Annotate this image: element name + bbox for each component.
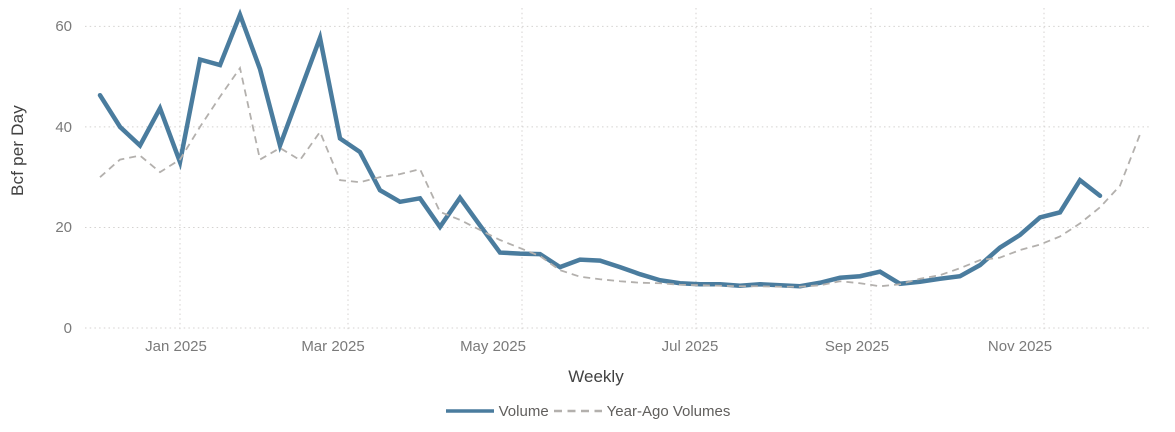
x-tick-label: May 2025 [460, 338, 526, 355]
y-axis-title: Bcf per Day [8, 104, 27, 196]
x-tick-label: Nov 2025 [987, 338, 1053, 355]
year-ago-legend-swatch [553, 409, 602, 413]
volume-line[interactable] [97, 8, 1103, 289]
x-tick-label: Sep 2025 [824, 338, 890, 355]
year-ago-line[interactable] [99, 65, 1141, 288]
legend-label: Year-Ago Volumes [606, 402, 731, 420]
x-tick-label: Jan 2025 [145, 338, 207, 355]
legend: Volume Year-Ago Volumes [0, 401, 1175, 421]
legend-label: Volume [498, 402, 549, 420]
y-tick-label: 20 [55, 219, 72, 237]
x-tick-label: Jul 2025 [661, 338, 719, 355]
x-axis-title: Weekly [568, 367, 624, 386]
y-tick-label: 40 [55, 118, 72, 136]
y-tick-label: 0 [63, 320, 72, 337]
volume-legend-swatch [445, 409, 494, 413]
y-tick-label: 60 [55, 18, 72, 36]
x-tick-label: Mar 2025 [301, 338, 365, 355]
legend-item-volume[interactable]: Volume [445, 403, 549, 420]
legend-item-year-ago-volumes[interactable]: Year-Ago Volumes [553, 402, 731, 420]
